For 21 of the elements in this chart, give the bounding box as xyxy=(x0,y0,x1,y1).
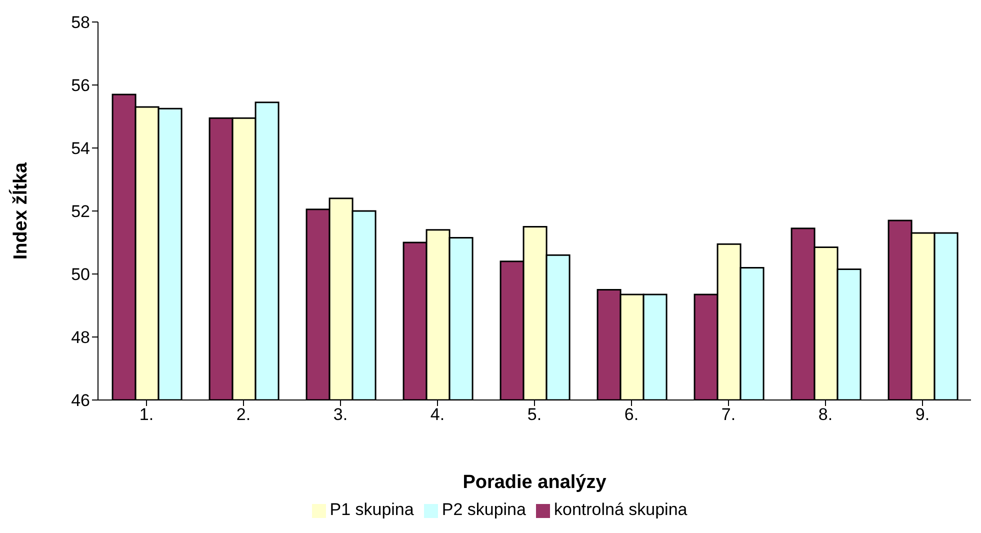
y-axis-title: Index žĺtka xyxy=(8,162,32,260)
x-tick-label: 6. xyxy=(624,405,639,424)
x-tick-label: 9. xyxy=(915,405,930,424)
x-axis-title: Poradie analýzy xyxy=(462,472,607,493)
y-tick-label: 50 xyxy=(71,265,90,284)
legend-label: P1 skupina xyxy=(330,500,414,519)
x-tick-label: 5. xyxy=(527,405,542,424)
legend-label: P2 skupina xyxy=(442,500,526,519)
x-tick-label: 3. xyxy=(333,405,348,424)
y-tick-label: 58 xyxy=(71,13,90,32)
legend-label: kontrolná skupina xyxy=(554,500,688,519)
x-tick-label: 1. xyxy=(139,405,154,424)
y-tick-label: 52 xyxy=(71,202,90,222)
x-tick-label: 7. xyxy=(721,405,736,424)
y-tick-label: 48 xyxy=(71,328,90,348)
y-tick-label: 46 xyxy=(71,391,90,410)
y-tick-label: 56 xyxy=(71,76,90,96)
x-tick-label: 2. xyxy=(236,405,251,424)
x-tick-label: 8. xyxy=(818,405,833,424)
y-tick-label: 54 xyxy=(71,139,90,158)
x-tick-label: 4. xyxy=(430,405,445,424)
